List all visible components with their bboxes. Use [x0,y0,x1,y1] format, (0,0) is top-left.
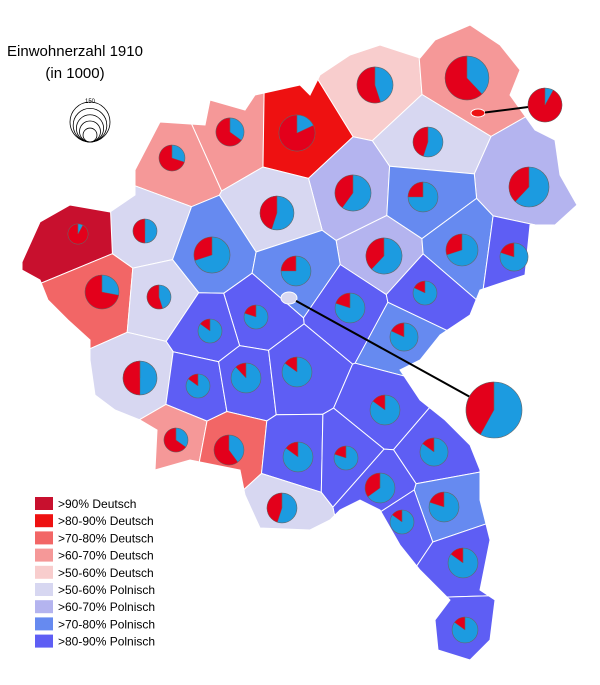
pie-deutsch [235,362,247,379]
pie-deutsch [372,394,386,411]
legend-swatch [35,634,53,648]
leader-line [295,300,470,398]
size-circle [79,120,101,143]
legend-swatch [35,514,53,528]
pie-deutsch [146,284,163,310]
legend-swatch [35,617,53,631]
legend-swatch [35,531,53,545]
subtitle: (in 1000) [45,65,104,82]
pie-deutsch [450,547,464,564]
legend-label: >90% Deutsch [58,497,136,511]
legend-label: >60-70% Deutsch [58,549,154,563]
size-label: 150 [85,99,96,105]
pie-deutsch [266,492,283,523]
pie-deutsch [445,233,463,256]
legend-swatch [35,600,53,614]
legend-label: >70-80% Deutsch [58,531,154,545]
pie-deutsch [508,166,530,202]
pie-deutsch [356,66,381,104]
pie-deutsch [429,491,445,508]
legend-swatch [35,583,53,596]
title: Einwohnerzahl 1910 [7,43,143,60]
pie-deutsch [215,117,242,147]
district-region [295,591,577,660]
pie-deutsch [163,427,186,453]
size-circle [72,107,108,143]
legend-label: >50-60% Deutsch [58,566,154,580]
legend-label: >70-80% Polnisch [58,617,155,631]
pie-deutsch [335,292,351,309]
legend-label: >80-90% Deutsch [58,514,154,528]
legend: >90% Deutsch >80-90% Deutsch >70-80% Deuts… [35,497,155,649]
pie-deutsch [444,55,483,101]
pie-deutsch [284,356,298,373]
district-region [480,215,577,407]
pie-deutsch [412,126,429,157]
pie-deutsch [132,218,146,244]
pie-deutsch [422,437,435,453]
pie-deutsch [407,181,424,198]
legend-swatch [35,548,53,562]
district-region [22,25,223,208]
pie-deutsch [465,381,495,435]
legend-swatch [35,565,53,579]
legend-label: >80-90% Polnisch [58,635,155,649]
pie-deutsch [334,174,354,208]
legend-swatch [35,497,53,510]
overlay [21,24,578,661]
size-circle [82,127,98,143]
pie-deutsch [122,360,141,396]
leader-line [484,106,529,114]
pie-deutsch [213,434,239,466]
pie-deutsch [158,144,185,172]
pie-deutsch [259,195,278,230]
legend-label: >50-60% Polnisch [58,583,155,597]
pie-deutsch [280,255,297,272]
pie-deutsch [193,236,213,261]
district-region [327,489,434,639]
pie-deutsch [285,441,299,458]
pie-deutsch [391,322,405,338]
pie-deutsch [364,472,381,498]
pie-deutsch [67,223,89,245]
pie-deutsch [500,242,515,258]
city-region [470,108,486,118]
legend-label: >60-70% Polnisch [58,600,155,614]
city-region [280,291,298,305]
pie-deutsch [365,237,385,270]
size-legend: 150 [69,99,111,143]
